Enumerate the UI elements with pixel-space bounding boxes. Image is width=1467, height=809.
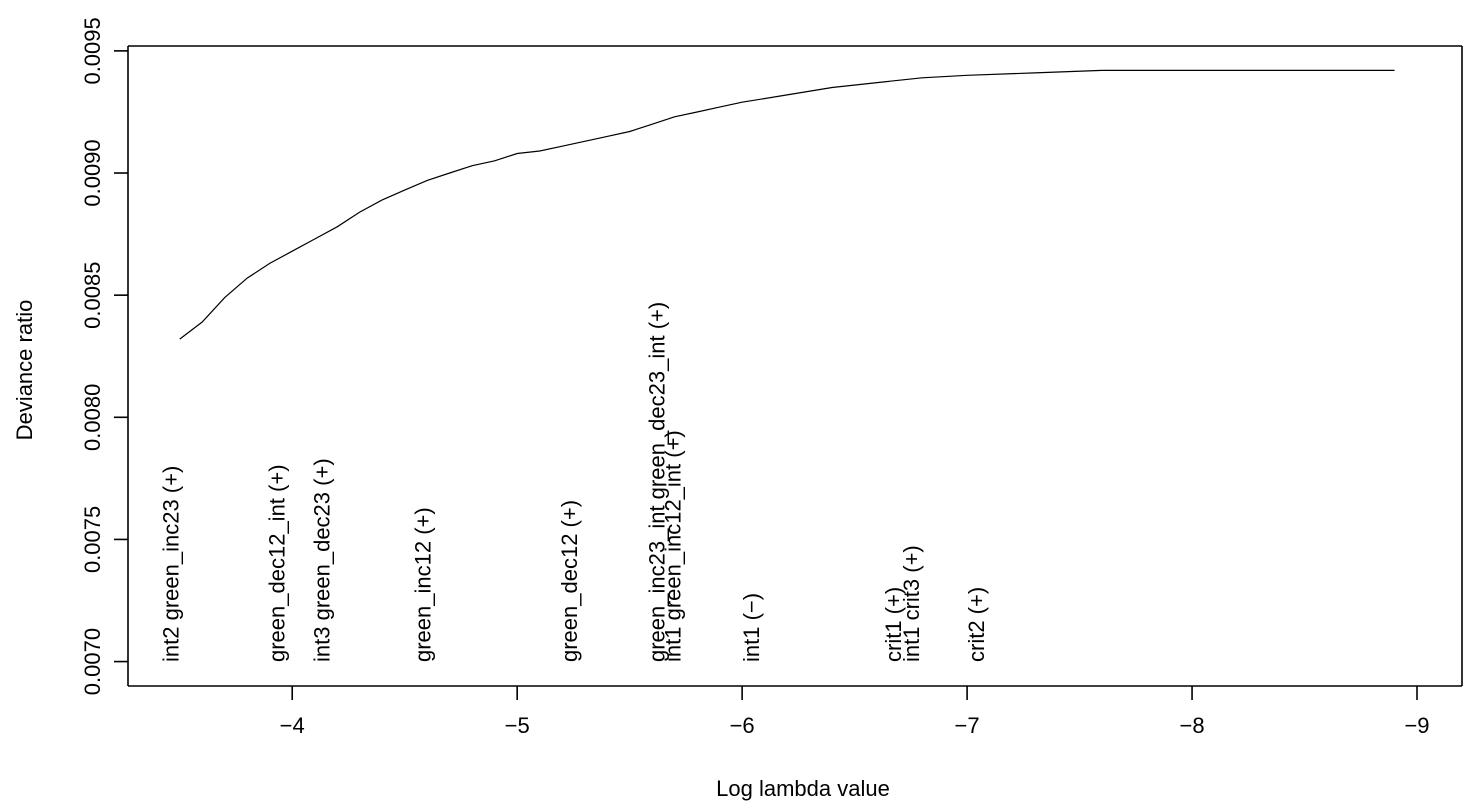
- y-tick-label: 0.0085: [80, 262, 105, 329]
- x-tick-label: −5: [505, 713, 530, 738]
- variable-label: green_dec12_int (+): [265, 464, 290, 662]
- variable-annotations: int2 green_inc23 (+) green_dec12_int (+) i…: [159, 302, 989, 662]
- y-axis-title: Deviance ratio: [12, 300, 37, 441]
- variable-label: green_inc12 (+): [411, 507, 436, 662]
- variable-label: int1 crit3 (+): [899, 545, 924, 662]
- y-tick-label: 0.0075: [80, 506, 105, 573]
- x-tick-label: −9: [1404, 713, 1429, 738]
- variable-label: int3 green_dec23 (+): [310, 458, 335, 662]
- deviance-ratio-line-0: [179, 69, 1395, 340]
- y-tick-label: 0.0095: [80, 17, 105, 84]
- y-tick-label: 0.0080: [80, 384, 105, 451]
- x-axis: −4 −5 −6 −7 −8 −9: [280, 686, 1430, 738]
- plot-frame-layer: [127, 45, 1463, 687]
- y-tick-label: 0.0070: [80, 628, 105, 695]
- variable-label: int2 green_inc23 (+): [159, 466, 184, 662]
- x-tick-label: −4: [280, 713, 305, 738]
- variable-label: green_dec12 (+): [557, 500, 582, 662]
- variable-label: crit2 (+): [964, 587, 989, 662]
- variable-label: int1 (−): [739, 593, 764, 662]
- x-tick-label: −6: [730, 713, 755, 738]
- variable-label: crit1 (+): [881, 587, 906, 662]
- series-layer: [179, 69, 1395, 340]
- x-tick-label: −8: [1180, 713, 1205, 738]
- x-tick-label: −7: [955, 713, 980, 738]
- x-axis-title: Log lambda value: [716, 776, 890, 801]
- variable-label: green_inc23_int green_dec23_int (+): [645, 302, 670, 662]
- variable-label: int1 green_inc12_int (+): [660, 430, 685, 662]
- y-tick-label: 0.0090: [80, 139, 105, 206]
- y-axis: 0.0070 0.0075 0.0080 0.0085 0.0090 0.0095: [80, 17, 128, 695]
